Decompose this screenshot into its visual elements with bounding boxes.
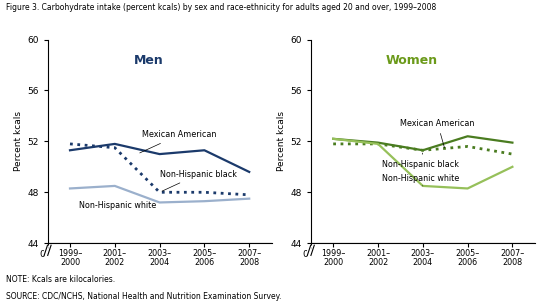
- Y-axis label: Percent kcals: Percent kcals: [14, 111, 23, 171]
- Y-axis label: Percent kcals: Percent kcals: [277, 111, 286, 171]
- Text: Non-Hispanic black: Non-Hispanic black: [382, 153, 460, 169]
- Text: Non-Hispanic white: Non-Hispanic white: [382, 174, 460, 186]
- Text: SOURCE: CDC/NCHS, National Health and Nutrition Examination Survey.: SOURCE: CDC/NCHS, National Health and Nu…: [6, 292, 281, 302]
- Text: Figure 3. Carbohydrate intake (percent kcals) by sex and race-ethnicity for adul: Figure 3. Carbohydrate intake (percent k…: [6, 3, 436, 12]
- Text: NOTE: Kcals are kilocalories.: NOTE: Kcals are kilocalories.: [6, 275, 115, 284]
- Text: 0: 0: [303, 250, 309, 259]
- Text: Women: Women: [385, 54, 438, 67]
- Text: Mexican American: Mexican American: [140, 130, 216, 153]
- Text: Non-Hispanic white: Non-Hispanic white: [79, 201, 156, 209]
- Text: Mexican American: Mexican American: [400, 119, 475, 148]
- Text: Non-Hispanic black: Non-Hispanic black: [160, 170, 237, 191]
- Text: Men: Men: [133, 54, 164, 67]
- Text: 0: 0: [40, 250, 45, 259]
